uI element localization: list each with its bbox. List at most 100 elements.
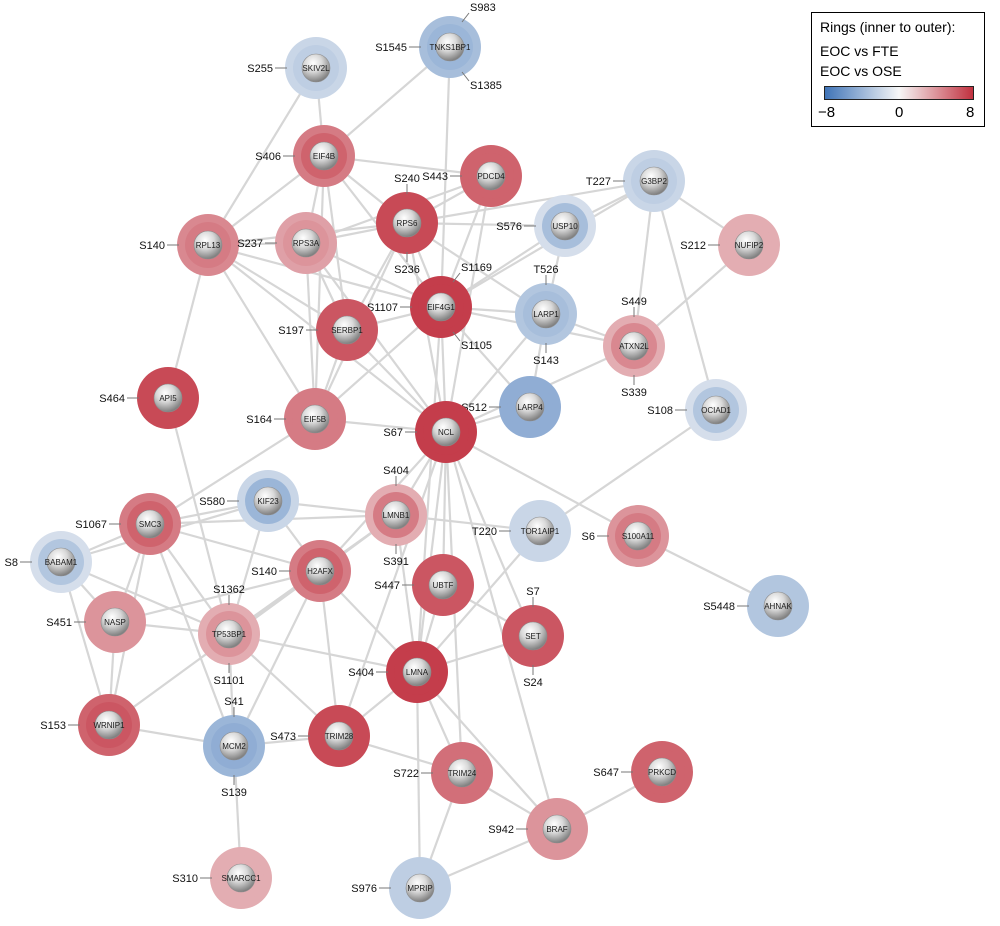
gene-label: API5 [159, 394, 177, 403]
node-ball [100, 607, 130, 637]
gene-label: G3BP2 [641, 177, 667, 186]
gene-label: RPS6 [397, 219, 418, 228]
site-label: S236 [394, 264, 420, 276]
gene-label: LMNA [406, 668, 429, 677]
node-rpl13[interactable]: RPL13 S140 [139, 214, 239, 276]
gene-label: NUFIP2 [735, 241, 764, 250]
node-ball [734, 230, 764, 260]
node-usp10[interactable]: USP10 S576 [496, 195, 596, 257]
site-label: S237 [237, 238, 263, 250]
site-label: S143 [533, 355, 559, 367]
node-kif23[interactable]: KIF23 S580 [199, 470, 299, 532]
gene-label: PDCD4 [477, 172, 505, 181]
node-eif5b[interactable]: EIF5B S164 [246, 388, 346, 450]
node-eif4b[interactable]: EIF4B S406 [255, 125, 355, 187]
node-ball [639, 166, 669, 196]
node-ball [291, 228, 321, 258]
site-label: T526 [533, 264, 558, 276]
node-atxn2l[interactable]: ATXN2L S449 S339 [603, 296, 665, 399]
node-trim24[interactable]: TRIM24 S722 [393, 742, 493, 804]
node-tnks1bp1[interactable]: TNKS1BP1 S983 S1545 S1385 [375, 2, 502, 92]
edge-skiv2l-rpl13 [206, 66, 318, 247]
gene-label: TP53BP1 [212, 630, 247, 639]
edge-tp53bp1-lmna [227, 632, 419, 674]
gene-label: S100A11 [622, 532, 655, 541]
site-tick [461, 12, 470, 23]
node-serbp1[interactable]: SERBP1 S197 [278, 299, 378, 361]
node-nufip2[interactable]: NUFIP2 S212 [680, 214, 780, 276]
node-smarcc1[interactable]: SMARCC1 S310 [172, 847, 272, 909]
node-prkcd[interactable]: PRKCD S647 [593, 741, 693, 803]
edge-g3bp2-rps6 [405, 179, 656, 225]
node-s100a11[interactable]: S100A11 S6 [582, 505, 669, 567]
node-ball [542, 814, 572, 844]
gene-label: KIF23 [257, 497, 279, 506]
node-ball [619, 331, 649, 361]
node-api5[interactable]: API5 S464 [99, 367, 199, 429]
node-wrnip1[interactable]: WRNIP1 S153 [40, 694, 140, 756]
node-larp1[interactable]: LARP1 T526 S143 [515, 264, 577, 367]
gene-label: TNKS1BP1 [430, 43, 471, 52]
node-rps3a[interactable]: RPS3A S237 [237, 212, 337, 274]
node-smc3[interactable]: SMC3 S1067 [75, 493, 181, 555]
node-ball [214, 619, 244, 649]
node-ball [763, 591, 793, 621]
site-label: S473 [270, 731, 296, 743]
node-g3bp2[interactable]: G3BP2 T227 [586, 150, 685, 212]
edge-ncl-lmna [415, 430, 448, 674]
node-h2afx[interactable]: H2AFX S140 [251, 540, 351, 602]
legend-tick-max: 8 [966, 104, 975, 121]
site-label: S451 [46, 617, 72, 629]
edge-rpl13-eif4g1 [206, 243, 443, 309]
gene-label: SET [525, 632, 541, 641]
site-label: S1385 [470, 80, 502, 92]
node-tp53bp1[interactable]: TP53BP1 S1362 S1101 [198, 584, 260, 687]
node-ociad1[interactable]: OCIAD1 S108 [647, 379, 747, 441]
site-label: S8 [5, 557, 18, 569]
site-label: S983 [470, 2, 496, 14]
node-mcm2[interactable]: MCM2 S41 S139 [203, 696, 265, 799]
gene-label: BABAM1 [45, 558, 78, 567]
legend-inner-ring-label: EOC vs FTE [820, 43, 899, 59]
node-rps6[interactable]: RPS6 S240 S236 [376, 173, 438, 276]
site-label: S1105 [461, 340, 492, 352]
node-ubtf[interactable]: UBTF S447 [374, 554, 474, 616]
node-babam1[interactable]: BABAM1 S8 [5, 531, 92, 593]
legend-tick-min: −8 [818, 104, 836, 121]
node-ball [135, 509, 165, 539]
node-braf[interactable]: BRAF S942 [488, 798, 588, 860]
node-ball [550, 211, 580, 241]
site-label: S1545 [375, 42, 407, 54]
gene-label: RPL13 [196, 241, 221, 250]
node-mprip[interactable]: MPRIP S976 [351, 857, 451, 919]
node-skiv2l[interactable]: SKIV2L S255 [247, 37, 347, 99]
node-ball [447, 758, 477, 788]
node-pdcd4[interactable]: PDCD4 S443 [422, 145, 522, 207]
node-ahnak[interactable]: AHNAK S5448 [703, 575, 809, 637]
node-tor1aip1[interactable]: TOR1AIP1 T220 [472, 500, 571, 562]
site-tick [452, 331, 461, 342]
node-ncl[interactable]: NCL S67 [383, 401, 477, 463]
gene-label: TRIM28 [325, 732, 354, 741]
node-lmnb1[interactable]: LMNB1 S404 S391 [365, 465, 427, 568]
node-ball [301, 53, 331, 83]
node-set[interactable]: SET S7 S24 [502, 586, 564, 689]
node-nasp[interactable]: NASP S451 [46, 591, 146, 653]
edge-smc3-mcm2 [148, 522, 236, 748]
node-ball [701, 395, 731, 425]
node-lmna[interactable]: LMNA S404 [348, 641, 448, 703]
edge-lmna-braf [415, 670, 559, 831]
gene-label: LMNB1 [383, 511, 410, 520]
gene-label: LARP4 [517, 403, 543, 412]
gene-label: EIF4G1 [427, 303, 455, 312]
node-ball [518, 621, 548, 651]
site-label: S5448 [703, 601, 735, 613]
gene-label: WRNIP1 [93, 721, 125, 730]
site-label: S464 [99, 393, 125, 405]
node-ball [46, 547, 76, 577]
edge-tor1aip1-lmna [415, 529, 542, 674]
node-trim28[interactable]: TRIM28 S473 [270, 705, 370, 767]
node-eif4g1[interactable]: EIF4G1 S1169 S1107 S1105 [367, 262, 492, 352]
